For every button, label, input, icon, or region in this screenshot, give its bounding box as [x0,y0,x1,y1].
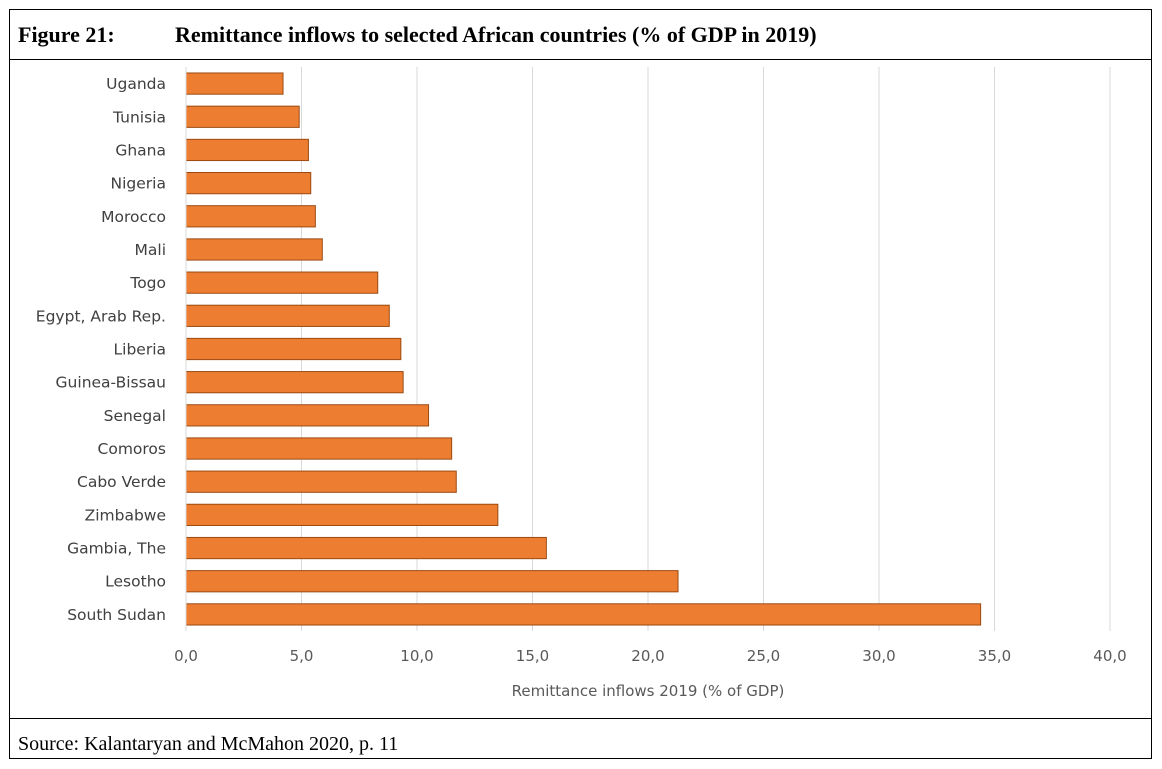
category-label: Liberia [114,341,167,359]
bar [185,603,982,626]
category-label: Senegal [104,407,166,425]
x-tick-label: 0,0 [174,647,198,665]
gridlines [301,67,1111,631]
category-label: Tunisia [112,108,166,126]
bar [185,138,309,162]
category-label: Guinea-Bissau [56,374,166,392]
figure-frame: Figure 21: Remittance inflows to selecte… [9,9,1152,759]
category-label: Nigeria [111,175,166,193]
bar [185,536,547,560]
figure-header: Figure 21: Remittance inflows to selecte… [10,10,1151,60]
bar [185,105,300,128]
x-tick-label: 5,0 [290,647,314,665]
bar [185,72,284,95]
bar-chart: Uganda Tunisia Ghana Nigeria Morocco Mali Togo… [36,67,1127,700]
figure-title: Remittance inflows to selected African c… [175,22,817,47]
x-tick-label: 40,0 [1093,647,1126,665]
x-tick-label: 25,0 [747,647,780,665]
category-label: Zimbabwe [85,506,166,524]
figure-number: Figure 21: [18,22,115,47]
bar [185,172,312,195]
bar [185,470,457,493]
bars [185,72,982,626]
x-tick-label: 35,0 [978,647,1011,665]
category-label: Gambia, The [67,540,166,558]
bar [185,404,430,427]
figure-source: Source: Kalantaryan and McMahon 2020, p.… [10,718,1151,758]
category-label: Togo [129,274,166,292]
category-labels: Uganda Tunisia Ghana Nigeria Morocco Mali Togo… [36,75,166,624]
bar [185,304,390,327]
bar [185,371,404,394]
x-tick-label: 15,0 [516,647,549,665]
bar [185,271,379,294]
bar [185,205,316,228]
x-axis-title: Remittance inflows 2019 (% of GDP) [512,682,785,700]
category-label: Cabo Verde [77,473,166,491]
category-label: Morocco [101,208,166,226]
category-label: Mali [135,241,166,259]
bar [185,238,323,261]
category-label: Egypt, Arab Rep. [36,307,166,325]
x-tick-label: 20,0 [631,647,664,665]
bar [185,503,499,526]
category-label: Comoros [98,440,166,458]
bar [185,337,402,361]
bar [185,437,453,460]
x-tick-label: 10,0 [400,647,433,665]
category-label: South Sudan [67,606,166,624]
x-tick-labels: 0,0 5,0 10,0 15,0 20,0 25,0 30,0 35,0 40,0 [174,647,1127,665]
category-label: Lesotho [105,573,166,591]
category-label: Uganda [106,75,166,93]
x-tick-label: 30,0 [862,647,895,665]
bar [185,570,679,593]
chart-area: Uganda Tunisia Ghana Nigeria Morocco Mali Togo… [10,60,1151,720]
category-label: Ghana [115,141,166,159]
